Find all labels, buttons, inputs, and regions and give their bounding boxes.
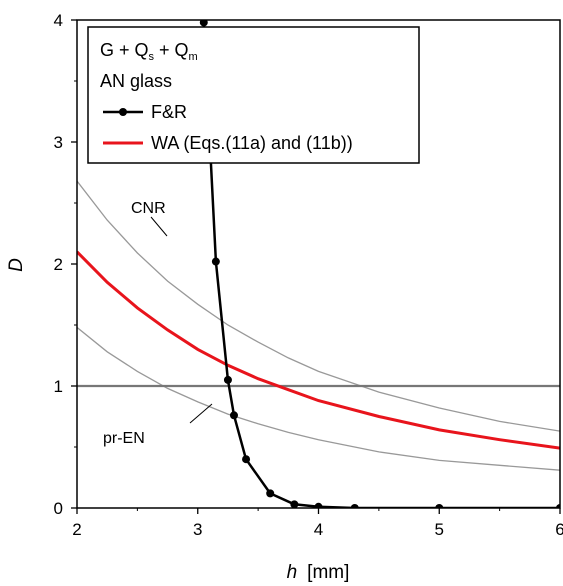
data-point-fr: [314, 502, 323, 508]
annotation-cnr: CNR: [131, 200, 166, 217]
legend-title-part: + Q: [154, 40, 189, 60]
reference-curve-pren: [77, 326, 560, 471]
series-line-wa: [77, 250, 560, 450]
x-tick-label: 6: [555, 520, 563, 539]
data-point-fr: [242, 455, 251, 464]
data-point-fr: [199, 20, 208, 27]
x-tick-label: 5: [435, 520, 444, 539]
legend-label-wa: WA (Eqs.(11a) and (11b)): [151, 133, 353, 153]
annotation-pr-en: pr-EN: [103, 430, 145, 447]
legend-subscript: s: [149, 51, 155, 63]
data-point-fr: [350, 504, 359, 508]
legend-title-glass: AN glass: [100, 71, 172, 91]
x-tick-label: 2: [72, 520, 81, 539]
data-point-fr: [290, 500, 299, 508]
legend-marker-fr: [119, 108, 127, 116]
y-tick-label: 3: [54, 133, 63, 152]
x-tick-label: 3: [193, 520, 202, 539]
y-tick-label: 1: [54, 377, 63, 396]
annotation-pr-en-leader: [189, 403, 213, 424]
y-tick-label: 4: [54, 11, 63, 30]
data-point-fr: [211, 257, 220, 266]
data-point-fr: [266, 489, 275, 498]
legend: G + Qs + Qm AN glass F&R WA (Eqs.(11a) and …: [87, 26, 420, 164]
y-tick-label: 2: [54, 255, 63, 274]
x-axis-title: h [mm]: [287, 562, 350, 583]
annotation-cnr-leader: [150, 216, 168, 237]
legend-title-part: G + Q: [100, 40, 149, 60]
data-point-fr: [435, 504, 444, 508]
legend-box: [87, 26, 420, 164]
axes: 2 3 4 5 6 0 1 2 3 4: [54, 11, 563, 539]
data-point-fr: [229, 411, 238, 420]
legend-subscript: m: [189, 51, 198, 63]
reference-curve-cnr: [77, 180, 560, 432]
data-point-fr: [556, 504, 560, 508]
x-tick-label: 4: [314, 520, 323, 539]
data-point-fr: [223, 375, 232, 384]
y-axis-title: D: [6, 258, 27, 272]
legend-label-fr: F&R: [151, 102, 187, 122]
legend-title-load-case: G + Qs + Qm: [100, 40, 198, 63]
plot-area: CNR pr-EN: [77, 20, 560, 508]
y-tick-label: 0: [54, 499, 63, 518]
